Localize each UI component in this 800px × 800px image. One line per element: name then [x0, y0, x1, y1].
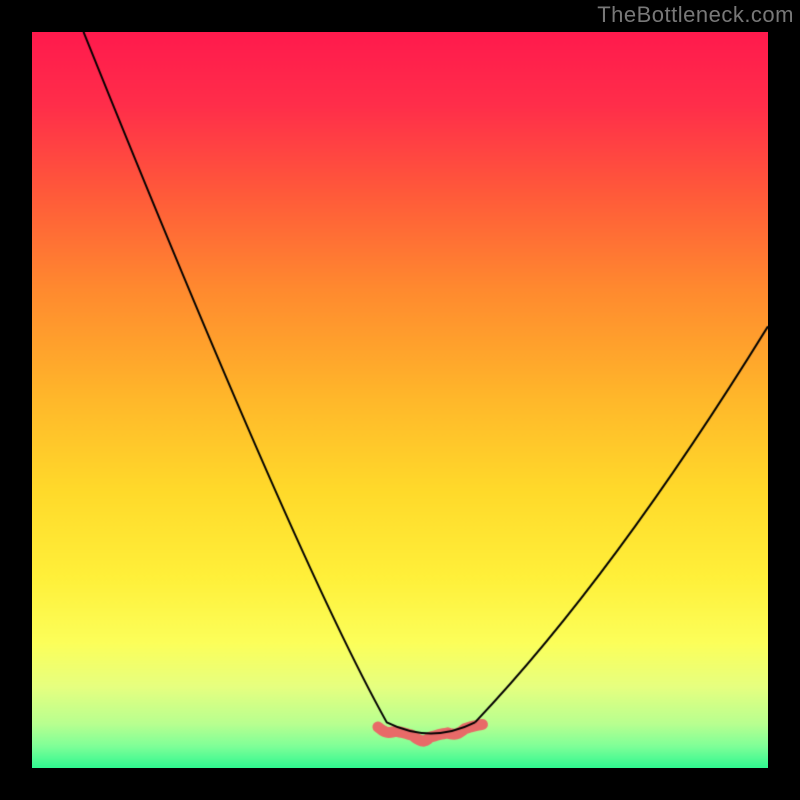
chart-container: TheBottleneck.com	[0, 0, 800, 800]
watermark-label: TheBottleneck.com	[597, 2, 794, 28]
bottleneck-curve	[32, 32, 768, 768]
plot-area	[32, 32, 768, 768]
